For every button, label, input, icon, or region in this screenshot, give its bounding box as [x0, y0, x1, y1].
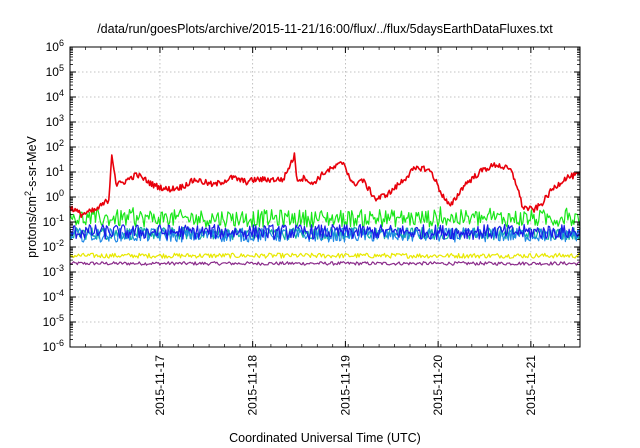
y-tick-label: 102: [46, 138, 64, 154]
y-tick-label: 106: [46, 38, 64, 54]
x-tick-label: 2015-11-20: [431, 355, 445, 416]
series-line: [69, 206, 581, 228]
y-tick-exponent: 4: [59, 88, 64, 98]
y-tick-base: 10: [46, 90, 60, 104]
x-tick-labels: 2015-11-17 2015-11-18 2015-11-19 2015-11-20…: [153, 355, 538, 416]
series-layer: [69, 152, 581, 266]
y-tick-label: 10-4: [43, 288, 64, 304]
y-tick-exponent: -4: [56, 288, 64, 298]
y-tick-base: 10: [43, 315, 57, 329]
y-tick-base: 10: [46, 40, 60, 54]
y-tick-base: 10: [46, 165, 60, 179]
y-tick-label: 103: [46, 113, 64, 129]
y-tick-exponent: 5: [59, 63, 64, 73]
series-line: [69, 223, 581, 240]
y-tick-base: 10: [43, 265, 57, 279]
y-tick-base: 10: [43, 240, 57, 254]
y-tick-label: 105: [46, 63, 64, 79]
y-axis-label-unit: protons/cm: [25, 196, 39, 258]
y-tick-exponent: -1: [56, 213, 64, 223]
y-axis-label-exponent: 2: [23, 191, 33, 196]
y-tick-exponent: 2: [59, 138, 64, 148]
series-line: [69, 152, 581, 219]
y-tick-base: 10: [46, 115, 60, 129]
y-tick-label: 101: [46, 163, 64, 179]
y-tick-label: 10-2: [43, 238, 64, 254]
y-tick-label: 104: [46, 88, 64, 104]
y-tick-label: 100: [46, 188, 64, 204]
y-tick-base: 10: [46, 140, 60, 154]
y-tick-exponent: 0: [59, 188, 64, 198]
x-tick-label: 2015-11-17: [153, 355, 167, 416]
y-axis-label-rest: -s-sr-MeV: [25, 135, 39, 191]
y-tick-base: 10: [43, 340, 57, 354]
y-tick-exponent: -5: [56, 313, 64, 323]
series-line: [69, 252, 581, 259]
y-tick-base: 10: [46, 65, 60, 79]
series-line: [69, 261, 581, 266]
x-tick-label: 2015-11-21: [524, 355, 538, 416]
x-tick-label: 2015-11-18: [246, 355, 260, 416]
x-axis-label: Coordinated Universal Time (UTC): [229, 431, 421, 445]
y-tick-label: 10-1: [43, 213, 64, 229]
y-tick-base: 10: [43, 290, 57, 304]
y-tick-exponent: 6: [59, 38, 64, 48]
y-tick-exponent: -6: [56, 338, 64, 348]
y-tick-exponent: -2: [56, 238, 64, 248]
grid-lines: [70, 47, 580, 347]
y-tick-exponent: 3: [59, 113, 64, 123]
y-tick-exponent: 1: [59, 163, 64, 173]
chart-title: /data/run/goesPlots/archive/2015-11-21/1…: [97, 22, 553, 36]
y-tick-exponent: -3: [56, 263, 64, 273]
y-tick-label: 10-3: [43, 263, 64, 279]
x-tick-label: 2015-11-19: [338, 355, 352, 416]
y-tick-label: 10-6: [43, 338, 64, 354]
y-tick-labels: 10-610-510-410-310-210-11001011021031041…: [43, 38, 64, 354]
y-axis-label: protons/cm2-s-sr-MeV: [23, 135, 39, 257]
y-tick-base: 10: [43, 215, 57, 229]
y-tick-base: 10: [46, 190, 60, 204]
tick-marks: [70, 46, 580, 348]
y-tick-label: 10-5: [43, 313, 64, 329]
